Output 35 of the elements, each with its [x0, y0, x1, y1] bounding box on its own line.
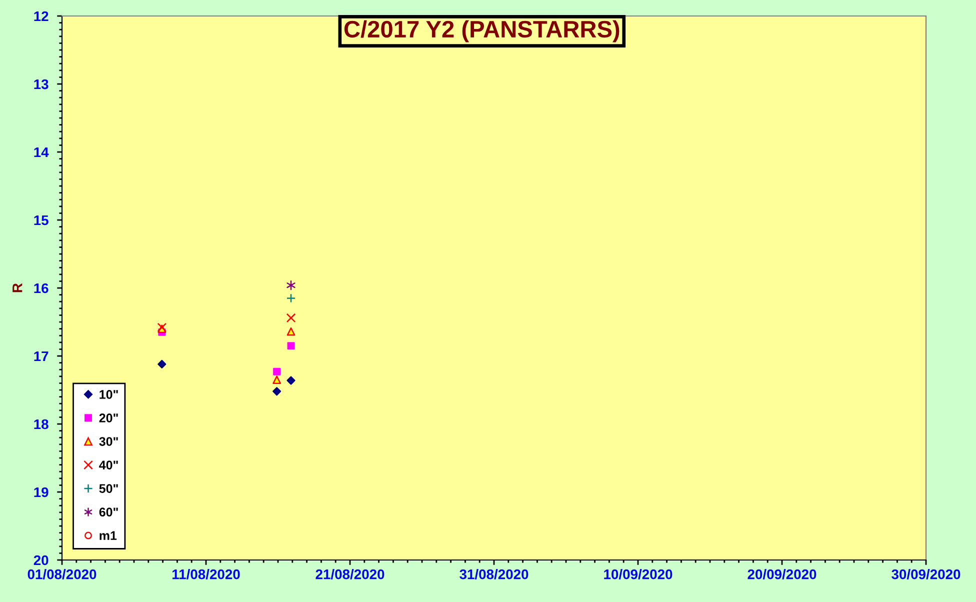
point	[272, 387, 282, 396]
point	[286, 313, 296, 323]
y-tick-label: 14	[34, 147, 49, 158]
point	[272, 376, 281, 384]
point	[273, 368, 281, 376]
legend-label: 50"	[99, 484, 118, 493]
x-tick-label: 30/09/2020	[892, 569, 960, 580]
legend-label: 20"	[99, 414, 118, 422]
point	[286, 376, 296, 385]
y-axis-title: R	[12, 283, 22, 292]
x-tick-label: 20/09/2020	[748, 569, 816, 580]
legend-label: 40"	[99, 460, 118, 470]
point	[286, 294, 296, 303]
point	[286, 327, 296, 336]
y-tick-label: 18	[34, 419, 48, 430]
point	[158, 360, 166, 368]
x-tick-label: 21/08/2020	[316, 569, 384, 580]
y-tick-label: 13	[34, 79, 48, 90]
y-tick-label: 15	[34, 215, 48, 226]
y-tick-label: 12	[34, 11, 48, 22]
x-tick-label: 31/08/2020	[460, 569, 528, 580]
legend-label: 60"	[99, 508, 118, 516]
legend-label: m1	[100, 531, 117, 540]
legend-label: 10"	[100, 390, 118, 399]
x-tick-label: 11/08/2020	[172, 569, 240, 580]
x-tick-label: 01/08/2020	[28, 569, 96, 580]
point	[286, 280, 296, 290]
y-tick-label: 16	[34, 283, 48, 294]
y-tick-label: 20	[34, 555, 48, 566]
y-tick-label: 19	[34, 487, 48, 498]
point	[287, 342, 295, 350]
y-tick-label: 17	[34, 351, 48, 362]
legend-label: 30"	[99, 437, 118, 446]
x-tick-label: 10/09/2020	[604, 569, 672, 580]
chart-title: C/2017 Y2 (PANSTARRS)	[344, 20, 620, 42]
